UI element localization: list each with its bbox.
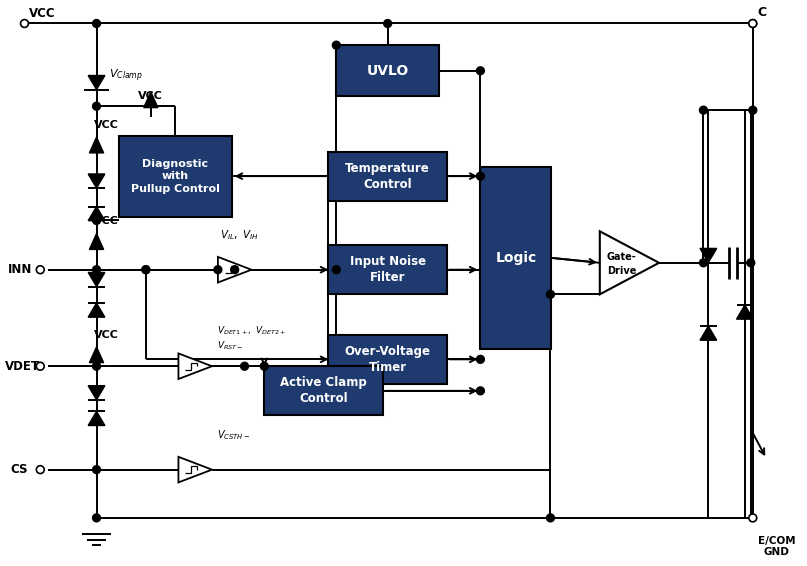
Circle shape	[749, 106, 757, 114]
Text: VCC: VCC	[94, 329, 119, 340]
Polygon shape	[218, 257, 252, 282]
Text: $V_{Clamp}$: $V_{Clamp}$	[110, 67, 144, 84]
Circle shape	[749, 514, 757, 522]
Polygon shape	[88, 75, 105, 89]
Circle shape	[93, 514, 101, 522]
Text: C: C	[758, 6, 767, 19]
Bar	[119, 136, 232, 217]
Polygon shape	[737, 305, 753, 319]
Bar	[328, 335, 447, 384]
Circle shape	[93, 266, 101, 273]
Polygon shape	[90, 234, 103, 250]
Circle shape	[749, 20, 757, 27]
Text: $V_{CSTH-}$: $V_{CSTH-}$	[217, 428, 250, 442]
Text: Over-Voltage
Timer: Over-Voltage Timer	[345, 345, 431, 374]
Polygon shape	[600, 231, 659, 294]
Polygon shape	[88, 385, 105, 400]
Circle shape	[546, 514, 554, 522]
Circle shape	[332, 41, 341, 49]
Bar	[328, 152, 447, 201]
Text: $V_{RST-}$: $V_{RST-}$	[217, 340, 243, 353]
Text: Active Clamp
Control: Active Clamp Control	[280, 376, 367, 405]
Bar	[480, 167, 551, 349]
Text: VDET: VDET	[5, 360, 40, 373]
Bar	[336, 45, 440, 96]
Text: Drive: Drive	[607, 265, 636, 276]
Circle shape	[746, 259, 755, 267]
Circle shape	[36, 466, 44, 474]
Circle shape	[142, 266, 150, 273]
Circle shape	[332, 266, 341, 273]
Polygon shape	[88, 272, 105, 286]
Text: VCC: VCC	[138, 91, 163, 101]
Polygon shape	[178, 353, 212, 379]
Text: Logic: Logic	[495, 251, 537, 265]
Text: Input Noise
Filter: Input Noise Filter	[349, 255, 426, 284]
Polygon shape	[144, 92, 158, 108]
Circle shape	[231, 266, 239, 273]
Circle shape	[476, 67, 484, 75]
Circle shape	[700, 106, 708, 114]
Bar	[328, 245, 447, 294]
Circle shape	[476, 172, 484, 180]
Circle shape	[700, 259, 708, 267]
Circle shape	[36, 266, 44, 273]
Text: VCC: VCC	[94, 120, 119, 130]
Polygon shape	[700, 248, 717, 263]
Text: UVLO: UVLO	[366, 64, 409, 78]
Text: $V_{DET1+},\ V_{DET2+}$: $V_{DET1+},\ V_{DET2+}$	[217, 324, 286, 337]
Polygon shape	[88, 207, 105, 221]
Polygon shape	[90, 137, 103, 153]
Circle shape	[240, 362, 249, 370]
Bar	[264, 366, 383, 415]
Text: CS: CS	[10, 463, 28, 476]
Text: Temperature
Control: Temperature Control	[345, 162, 430, 191]
Circle shape	[261, 362, 268, 370]
Circle shape	[383, 20, 391, 27]
Text: VCC: VCC	[94, 216, 119, 226]
Polygon shape	[178, 457, 212, 482]
Circle shape	[476, 387, 484, 395]
Circle shape	[93, 102, 101, 110]
Polygon shape	[90, 347, 103, 363]
Circle shape	[36, 362, 44, 370]
Circle shape	[93, 466, 101, 474]
Circle shape	[214, 266, 222, 273]
Text: E/COM
GND: E/COM GND	[758, 535, 796, 557]
Text: VCC: VCC	[29, 7, 56, 20]
Polygon shape	[88, 174, 105, 188]
Circle shape	[20, 20, 28, 27]
Text: $V_{IL},\ V_{IH}$: $V_{IL},\ V_{IH}$	[220, 228, 259, 242]
Polygon shape	[700, 326, 717, 340]
Polygon shape	[88, 411, 105, 426]
Circle shape	[749, 20, 757, 27]
Circle shape	[476, 355, 484, 363]
Circle shape	[142, 266, 150, 273]
Text: INN: INN	[8, 263, 32, 276]
Text: Gate-: Gate-	[607, 252, 637, 262]
Circle shape	[546, 290, 554, 298]
Circle shape	[93, 362, 101, 370]
Polygon shape	[88, 303, 105, 317]
Circle shape	[93, 217, 101, 224]
Circle shape	[93, 20, 101, 27]
Text: Diagnostic
with
Pullup Control: Diagnostic with Pullup Control	[131, 158, 220, 194]
